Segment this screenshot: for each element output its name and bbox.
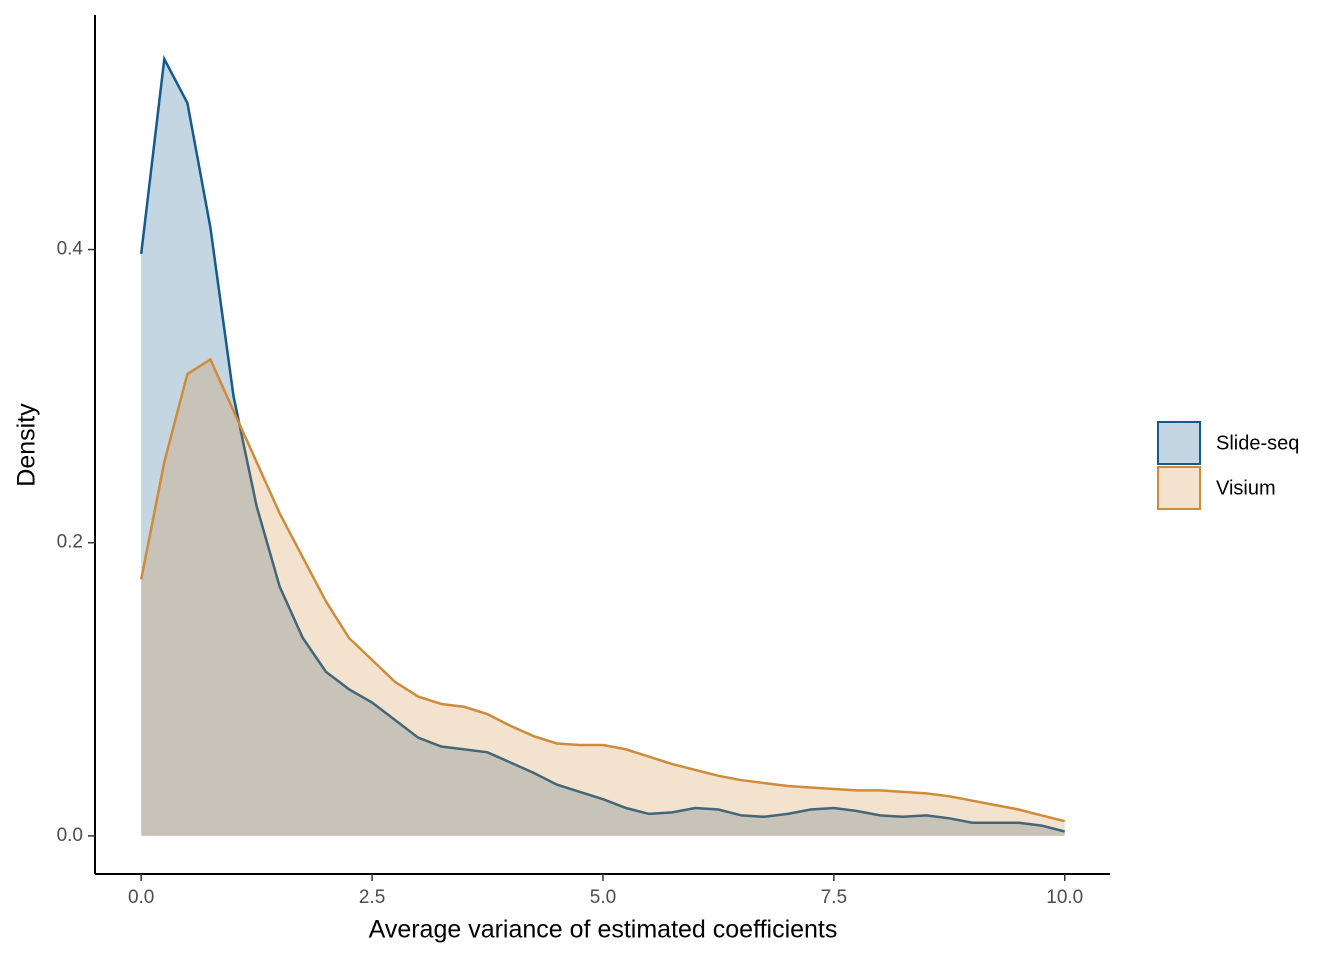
x-axis-title: Average variance of estimated coefficien…	[369, 916, 838, 944]
legend-label: Visium	[1216, 477, 1276, 499]
x-tick-label: 2.5	[359, 887, 385, 908]
density-line	[139, 54, 1066, 833]
y-tick-label: 0.0	[57, 825, 83, 846]
x-tick-label: 10.0	[1046, 887, 1083, 908]
y-tick-label: 0.4	[57, 239, 84, 260]
x-tick-label: 5.0	[590, 887, 616, 908]
legend-key	[1157, 421, 1201, 465]
y-axis-title: Density	[13, 403, 41, 487]
density-area	[141, 359, 1065, 836]
legend-key	[1158, 467, 1200, 509]
legend-key	[1157, 466, 1201, 510]
x-tick-label: 0.0	[128, 887, 154, 908]
x-tick-label: 7.5	[821, 887, 847, 908]
legend-label: Slide-seq	[1216, 432, 1299, 454]
legend-key	[1158, 422, 1200, 464]
density-line	[139, 357, 1066, 823]
density-area	[141, 59, 1065, 836]
y-tick-label: 0.2	[57, 532, 83, 553]
